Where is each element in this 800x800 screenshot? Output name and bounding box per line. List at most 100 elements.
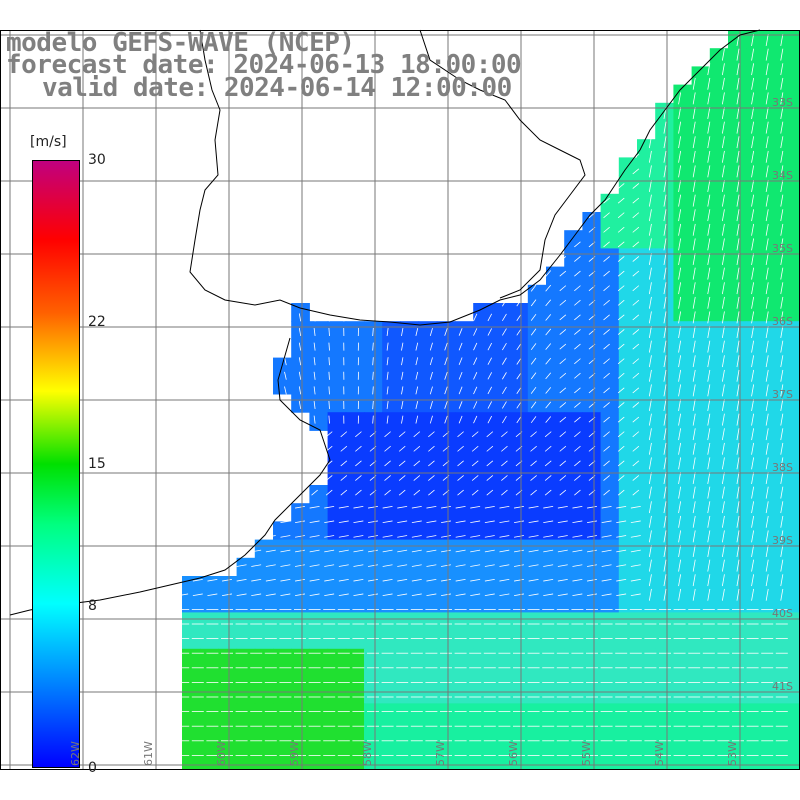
wind-speed-cell: [364, 721, 383, 741]
wind-arrow: [736, 442, 740, 455]
wind-speed-cell: [600, 576, 620, 595]
wind-speed-cell: [709, 466, 729, 486]
wind-speed-cell: [527, 521, 547, 541]
wind-arrow: [765, 77, 769, 90]
wind-speed-cell: [637, 248, 656, 268]
wind-speed-cell: [564, 321, 583, 340]
wind-arrow: [678, 253, 682, 265]
wind-speed-cell: [728, 685, 747, 704]
wind-speed-cell: [709, 139, 729, 158]
wind-speed-cell: [309, 357, 329, 377]
wind-speed-cell: [200, 703, 219, 723]
wind-arrow: [678, 457, 682, 470]
wind-speed-cell: [546, 557, 565, 577]
wind-arrow: [663, 150, 667, 163]
wind-arrow: [309, 578, 320, 582]
wind-speed-cell: [327, 321, 347, 340]
wind-arrow: [736, 457, 740, 470]
wind-arrow: [574, 358, 581, 365]
wind-arrow: [386, 400, 389, 410]
wind-speed-cell: [400, 758, 420, 770]
wind-arrow: [603, 285, 610, 292]
wind-arrow: [455, 564, 466, 567]
wind-speed-cell: [618, 248, 638, 268]
wind-arrow: [721, 121, 725, 134]
wind-arrow: [338, 535, 349, 538]
wind-speed-cell: [455, 339, 474, 359]
wind-arrow: [707, 559, 711, 572]
wind-speed-cell: [509, 630, 529, 650]
wind-speed-cell: [382, 339, 401, 359]
wind-arrow: [530, 372, 537, 380]
wind-arrow: [648, 501, 652, 514]
wind-speed-cell: [728, 721, 747, 741]
wind-arrow: [616, 520, 627, 524]
wind-arrow: [736, 267, 740, 280]
wind-arrow: [444, 342, 448, 351]
wind-speed-cell: [455, 721, 474, 741]
wind-arrow: [545, 401, 552, 409]
wind-speed-cell: [746, 576, 765, 595]
wind-arrow: [411, 520, 422, 524]
wind-speed-cell: [291, 521, 310, 541]
wind-speed-cell: [455, 521, 474, 541]
wind-arrow: [751, 267, 755, 280]
wind-speed-cell: [418, 667, 438, 686]
wind-arrow: [313, 415, 316, 424]
wind-arrow: [298, 371, 302, 380]
wind-arrow: [499, 505, 510, 509]
wind-speed-cell: [291, 594, 310, 613]
wind-arrow: [572, 578, 583, 582]
wind-speed-cell: [582, 576, 602, 595]
wind-speed-cell: [709, 230, 729, 249]
wind-speed-cell: [182, 685, 201, 704]
coastline-south: [9, 337, 331, 616]
wind-speed-cell: [473, 448, 492, 468]
wind-speed-cell: [709, 721, 729, 741]
wind-arrow: [648, 588, 652, 601]
wind-arrow: [473, 401, 478, 409]
wind-arrow: [736, 48, 740, 61]
wind-arrow: [401, 327, 404, 337]
wind-speed-cell: [236, 612, 256, 632]
wind-arrow: [751, 457, 755, 470]
wind-arrow: [251, 549, 262, 553]
wind-speed-cell: [637, 648, 656, 668]
longitude-label: 54W: [653, 741, 666, 766]
wind-arrow: [692, 311, 696, 324]
wind-arrow: [707, 574, 711, 587]
wind-arrow: [721, 369, 725, 382]
wind-arrow: [415, 371, 419, 380]
wind-arrow: [328, 386, 330, 395]
wind-speed-cell: [382, 375, 401, 395]
wind-arrow: [617, 416, 625, 423]
wind-arrow: [328, 357, 330, 366]
wind-speed-cell: [709, 739, 729, 759]
wind-arrow: [632, 460, 640, 467]
wind-speed-cell: [436, 648, 456, 668]
wind-arrow: [574, 416, 581, 423]
wind-speed-cell: [691, 357, 711, 377]
wind-arrow: [632, 285, 640, 292]
wind-arrow: [207, 593, 218, 597]
wind-speed-cell: [509, 739, 529, 759]
wind-speed-cell: [600, 230, 620, 249]
wind-arrow: [765, 486, 769, 499]
wind-speed-cell: [728, 230, 747, 249]
wind-arrow: [486, 460, 494, 467]
wind-arrow: [751, 282, 755, 295]
wind-speed-cell: [473, 430, 492, 450]
wind-arrow: [630, 593, 641, 597]
wind-speed-cell: [709, 630, 729, 650]
wind-arrow: [707, 399, 711, 411]
wind-arrow: [455, 505, 466, 509]
wind-arrow: [721, 326, 725, 338]
wind-speed-cell: [764, 503, 784, 522]
wind-speed-cell: [345, 521, 365, 541]
wind-speed-cell: [709, 430, 729, 450]
wind-speed-cell: [400, 594, 420, 613]
wind-speed-cell: [782, 284, 800, 304]
wind-arrow: [780, 223, 784, 236]
wind-arrow: [692, 121, 696, 134]
wind-arrow: [648, 355, 652, 368]
